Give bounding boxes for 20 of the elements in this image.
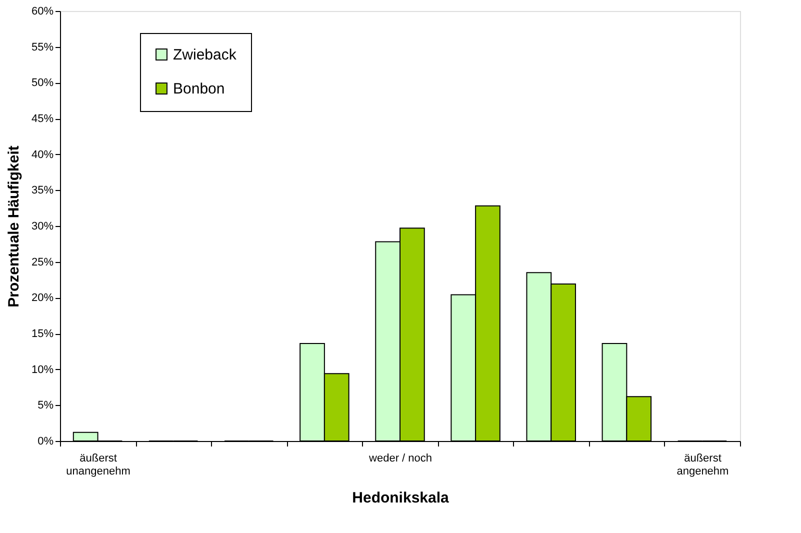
y-tick-label: 45% xyxy=(31,113,54,125)
y-tick-label: 40% xyxy=(31,148,54,161)
y-tick-label: 30% xyxy=(31,220,54,232)
y-tick-label: 20% xyxy=(31,292,54,304)
x-axis-title: Hedonikskala xyxy=(352,490,450,506)
legend-label: Bonbon xyxy=(173,80,225,98)
y-tick-label: 55% xyxy=(31,41,54,54)
x-tick-label: äußerst angenehm xyxy=(676,452,729,478)
y-tick-label: 10% xyxy=(31,364,54,376)
y-axis-title: Prozentuale Häufigkeit xyxy=(5,146,22,308)
x-tick-label: äußerst unangenehm xyxy=(66,452,130,478)
y-tick-label: 60% xyxy=(31,6,54,18)
y-tick-label: 25% xyxy=(31,256,54,268)
y-tick-label: 15% xyxy=(31,328,54,340)
y-tick-label: 5% xyxy=(38,400,54,412)
legend-label: Zwieback xyxy=(173,46,237,64)
x-tick-label: weder / noch xyxy=(368,452,432,464)
y-tick-label: 50% xyxy=(31,77,54,90)
y-tick-label: 0% xyxy=(38,436,54,448)
y-tick-label: 35% xyxy=(31,184,54,197)
